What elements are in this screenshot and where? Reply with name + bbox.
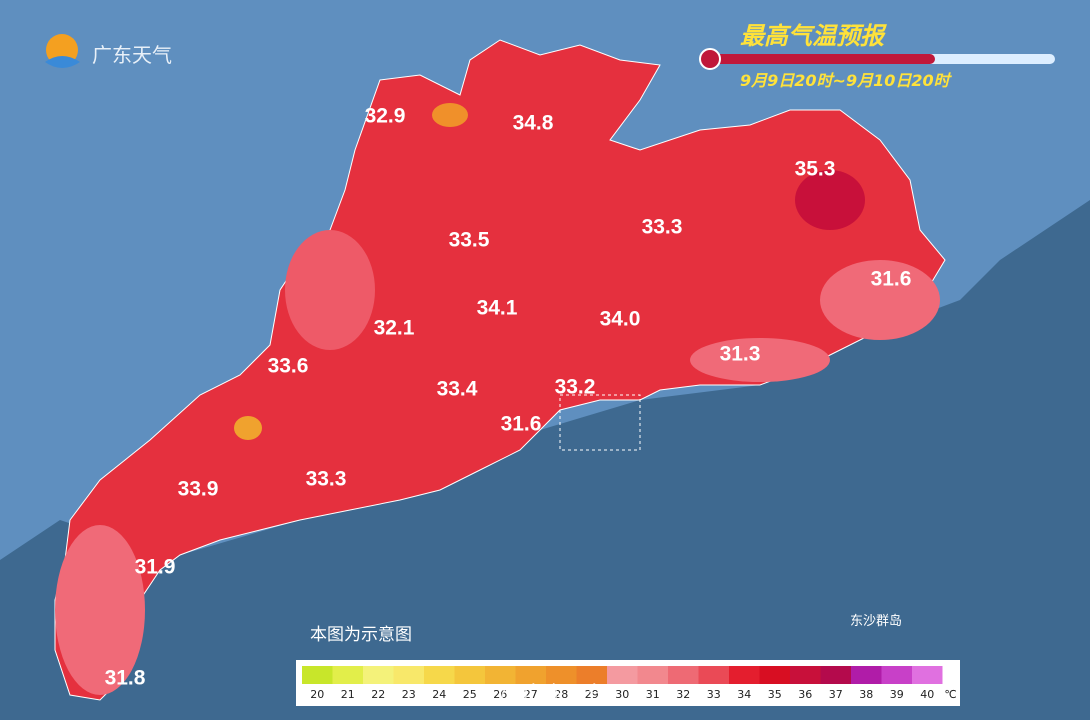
legend-swatch (393, 666, 424, 684)
legend-swatch (363, 666, 394, 684)
legend-tick: 22 (371, 688, 385, 701)
legend-tick: 39 (890, 688, 904, 701)
cool-zone (820, 260, 940, 340)
temp-label: 32.9 (365, 105, 406, 128)
legend-tick: 32 (676, 688, 690, 701)
temp-label: 33.2 (555, 376, 596, 399)
temp-label: 34.1 (477, 297, 518, 320)
temp-label: 31.6 (871, 268, 912, 291)
temp-label: 33.4 (437, 378, 478, 401)
legend-tick: 36 (798, 688, 812, 701)
temp-label: 35.3 (795, 158, 836, 181)
legend-tick: 31 (646, 688, 660, 701)
legend-swatch (637, 666, 668, 684)
legend-tick: 38 (859, 688, 873, 701)
temp-label: 33.3 (306, 468, 347, 491)
legend-swatch (668, 666, 699, 684)
temp-label: 31.3 (720, 343, 761, 366)
temp-label: 31.6 (501, 413, 542, 436)
legend-unit: ℃ (944, 688, 956, 701)
legend-swatch (759, 666, 790, 684)
subtitle: 9月9日20时~9月10日20时 (740, 71, 953, 90)
legend-swatch (851, 666, 882, 684)
legend-swatch (881, 666, 912, 684)
legend-swatch (698, 666, 729, 684)
hk-box (559, 394, 641, 451)
legend-swatch (546, 666, 577, 684)
cool-zone (285, 230, 375, 350)
temp-label: 31.8 (105, 667, 146, 690)
legend-tick: 37 (829, 688, 843, 701)
thermo-fill (705, 54, 935, 64)
legend-swatch (302, 666, 333, 684)
legend-tick: 35 (768, 688, 782, 701)
cool-zone (55, 525, 145, 695)
cool-zone (690, 338, 830, 382)
temp-label: 32.1 (374, 317, 415, 340)
legend-tick: 27 (524, 688, 538, 701)
legend-swatch (912, 666, 943, 684)
temp-label: 33.5 (449, 229, 490, 252)
legend-tick: 34 (737, 688, 751, 701)
temp-label: 34.0 (600, 308, 641, 331)
legend-tick: 23 (402, 688, 416, 701)
temp-label: 31.9 (135, 556, 176, 579)
title: 最高气温预报 (740, 22, 887, 50)
island-label: 东沙群岛 (850, 613, 902, 629)
legend-tick: 30 (615, 688, 629, 701)
legend-swatch (424, 666, 455, 684)
legend-tick: 29 (585, 688, 599, 701)
legend-tick: 25 (463, 688, 477, 701)
temp-label: 33.9 (178, 478, 219, 501)
legend-swatch (485, 666, 516, 684)
legend-swatch (515, 666, 546, 684)
legend-swatch (576, 666, 607, 684)
legend-tick: 26 (493, 688, 507, 701)
legend-tick: 40 (920, 688, 934, 701)
watermark: @广东天气 (500, 683, 610, 708)
legend-swatch (729, 666, 760, 684)
guangdong (54, 39, 946, 701)
legend-swatch (332, 666, 363, 684)
warm-zone (234, 416, 262, 440)
note: 本图为示意图 (310, 625, 412, 645)
warm-zone (432, 103, 468, 127)
logo-icon (45, 56, 80, 68)
hot-zone (795, 170, 865, 230)
temp-label: 33.6 (268, 355, 309, 378)
legend-tick: 21 (341, 688, 355, 701)
legend-tick: 28 (554, 688, 568, 701)
legend-swatch (607, 666, 638, 684)
legend-swatch (820, 666, 851, 684)
legend-tick: 20 (310, 688, 324, 701)
logo-text: 广东天气 (92, 43, 172, 67)
legend-swatch (790, 666, 821, 684)
legend-tick: 33 (707, 688, 721, 701)
legend-tick: 24 (432, 688, 446, 701)
thermo-bulb (699, 48, 721, 70)
temp-label: 34.8 (513, 112, 554, 135)
legend-swatch (454, 666, 485, 684)
temp-label: 33.3 (642, 216, 683, 239)
